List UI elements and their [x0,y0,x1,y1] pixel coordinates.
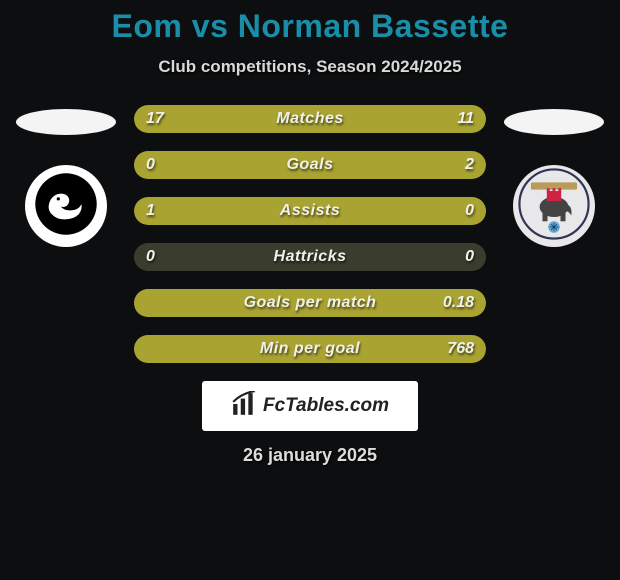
club-logo-left [25,165,107,247]
watermark-badge: FcTables.com [202,381,418,431]
stat-label: Assists [280,202,340,220]
stat-right-value: 2 [465,156,474,174]
stat-right-value: 0 [465,248,474,266]
stat-row: 0 2 Goals [134,151,486,179]
main-area: 17 11 Matches 0 2 Goals 1 0 Assists 0 0 Hattricks 0.… [0,105,620,363]
coventry-elephant-icon [518,168,590,245]
stat-label: Min per goal [260,340,360,358]
player-left-column [16,105,116,247]
season-subtitle: Club competitions, Season 2024/2025 [0,57,620,77]
player-left-name-oval [16,109,116,135]
stat-label: Goals [287,156,334,174]
stat-left-value: 17 [146,110,164,128]
stat-label: Hattricks [274,248,347,266]
player-right-column [504,105,604,247]
stat-right-value: 0 [465,202,474,220]
stat-left-value: 0 [146,248,155,266]
stat-left-value: 1 [146,202,155,220]
player-right-name-oval [504,109,604,135]
stat-right-value: 11 [457,110,474,128]
stat-row: 17 11 Matches [134,105,486,133]
stat-row: 1 0 Assists [134,197,486,225]
page-title: Eom vs Norman Bassette [0,8,620,45]
swansea-swan-icon [34,172,98,241]
watermark-text: FcTables.com [263,395,389,417]
club-logo-right [513,165,595,247]
comparison-card: Eom vs Norman Bassette Club competitions… [0,0,620,466]
stat-right-value: 0.18 [443,294,474,312]
stat-row: 0 0 Hattricks [134,243,486,271]
stat-left-value: 0 [146,156,155,174]
stat-row: 0.18 Goals per match [134,289,486,317]
fctables-chart-icon [231,391,257,422]
snapshot-date: 26 january 2025 [0,445,620,466]
stat-label: Goals per match [244,294,377,312]
stat-row: 768 Min per goal [134,335,486,363]
stat-bars: 17 11 Matches 0 2 Goals 1 0 Assists 0 0 Hattricks 0.… [134,105,486,363]
stat-right-value: 768 [447,340,474,358]
stat-label: Matches [276,110,344,128]
